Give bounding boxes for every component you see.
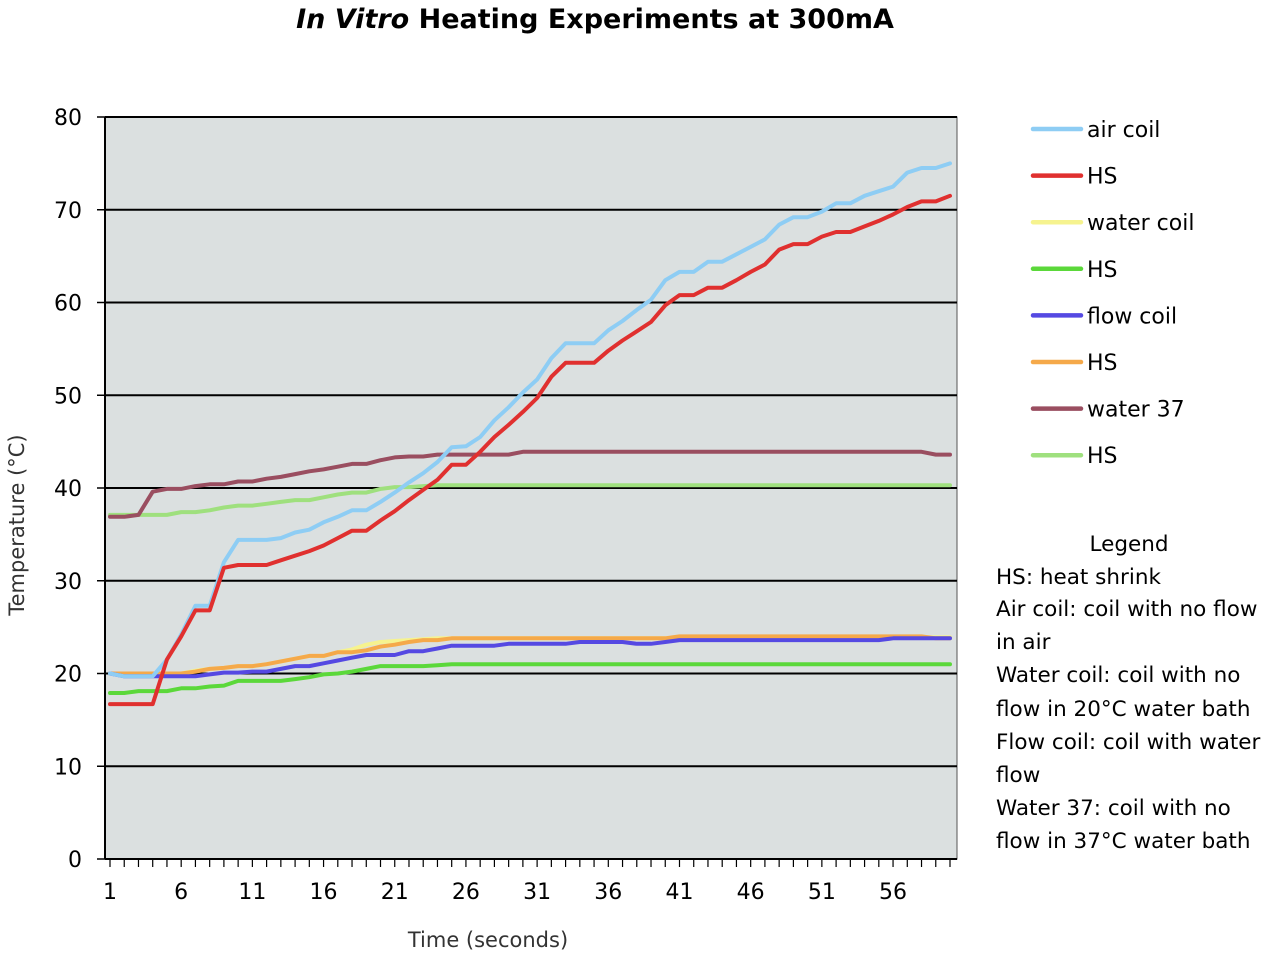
legend-note-line: in air bbox=[996, 630, 1051, 655]
legend-notes: Legend HS: heat shrink Air coil: coil with… bbox=[996, 532, 1261, 854]
legend-note-line: Water 37: coil with no bbox=[996, 796, 1231, 821]
x-tick-label: 16 bbox=[310, 880, 338, 905]
x-tick-label: 56 bbox=[879, 880, 907, 905]
series-line-hs-3 bbox=[108, 662, 952, 695]
y-tick-label: 40 bbox=[54, 477, 82, 502]
x-tick-label: 36 bbox=[594, 880, 622, 905]
x-tick-label: 6 bbox=[174, 880, 188, 905]
series-lines bbox=[108, 161, 952, 707]
series-line-hs-5 bbox=[108, 634, 952, 676]
legend-label: flow coil bbox=[1087, 304, 1177, 329]
legend-label: HS bbox=[1087, 351, 1118, 376]
x-tick-label: 46 bbox=[737, 880, 765, 905]
series-line-flow-coil-4 bbox=[108, 636, 952, 679]
x-tick-label: 41 bbox=[665, 880, 693, 905]
x-tick-label: 26 bbox=[452, 880, 480, 905]
x-axis-label: Time (seconds) bbox=[407, 928, 568, 952]
legend: air coil HS water coil HS flow coil HS water 3… bbox=[1030, 118, 1194, 469]
legend-label: water 37 bbox=[1087, 398, 1185, 423]
x-tick-label: 1 bbox=[103, 880, 117, 905]
y-tick-label: 50 bbox=[54, 384, 82, 409]
series-line-water-37-6 bbox=[108, 449, 952, 519]
series-line-hs-7 bbox=[108, 483, 952, 517]
x-tick-label: 11 bbox=[238, 880, 266, 905]
legend-label: water coil bbox=[1087, 211, 1194, 236]
legend-label: HS bbox=[1087, 165, 1118, 190]
x-tick-label: 21 bbox=[381, 880, 409, 905]
y-tick-label: 10 bbox=[54, 755, 82, 780]
chart-title-italic: In Vitro bbox=[296, 4, 409, 35]
legend-note-line: flow in 37°C water bath bbox=[996, 829, 1250, 854]
x-tick-label: 31 bbox=[523, 880, 551, 905]
legend-note-line: Water coil: coil with no bbox=[996, 663, 1240, 688]
y-tick-label: 80 bbox=[54, 106, 82, 131]
y-axis-label: Temperature (°C) bbox=[5, 434, 29, 616]
legend-label: air coil bbox=[1087, 118, 1160, 143]
y-tick-label: 0 bbox=[68, 848, 82, 873]
legend-note-line: HS: heat shrink bbox=[996, 565, 1161, 590]
legend-notes-heading: Legend bbox=[1090, 532, 1169, 557]
chart-title: In Vitro Heating Experiments at 300mA bbox=[296, 4, 894, 35]
y-tick-label: 20 bbox=[54, 663, 82, 688]
legend-label: HS bbox=[1087, 258, 1118, 283]
legend-note-line: Air coil: coil with no flow bbox=[996, 597, 1257, 622]
y-tick-label: 60 bbox=[54, 292, 82, 317]
chart-title-rest: Heating Experiments at 300mA bbox=[409, 4, 894, 35]
y-tick-label: 70 bbox=[54, 199, 82, 224]
series-line-hs-1 bbox=[108, 193, 952, 707]
x-tick-label: 51 bbox=[808, 880, 836, 905]
legend-note-line: flow bbox=[996, 763, 1040, 788]
y-tick-label: 30 bbox=[54, 570, 82, 595]
legend-note-line: Flow coil: coil with water bbox=[996, 730, 1261, 755]
legend-note-line: flow in 20°C water bath bbox=[996, 697, 1250, 722]
legend-label: HS bbox=[1087, 444, 1118, 469]
series-line-air-coil-0 bbox=[108, 161, 952, 679]
